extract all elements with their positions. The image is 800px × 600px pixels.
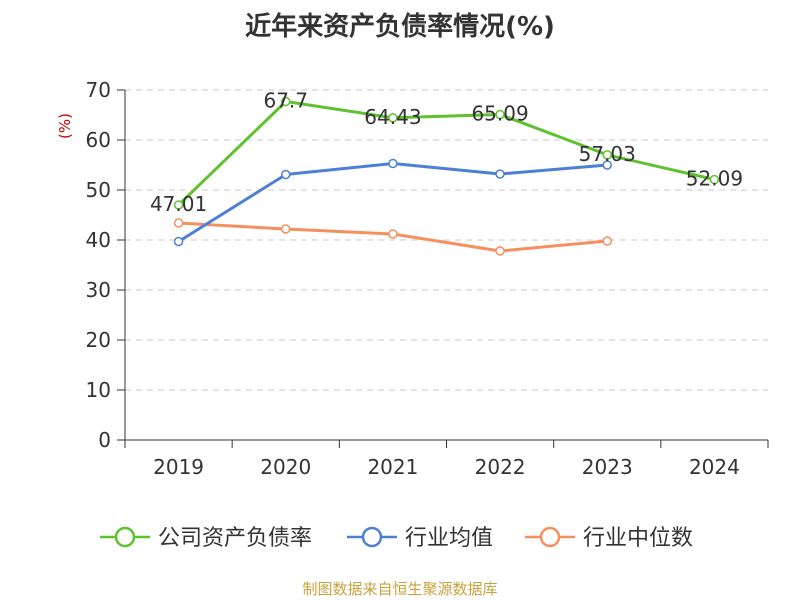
data-point [495,109,505,120]
data-point [602,150,612,160]
x-tick-label: 2021 [367,455,418,479]
series-lines [173,96,720,256]
y-axis-label: (%) [56,113,74,139]
axes: 0 10 20 30 40 50 60 70 2019 2020 2021 2022 2023 2024 [86,78,769,479]
y-tick-label: 30 [86,278,111,302]
x-tick-label: 2024 [689,455,740,479]
x-tick-label: 2023 [582,455,633,479]
chart-title: 近年来资产负债率情况(%) [245,12,555,42]
data-point [173,200,184,210]
legend: 公司资产负债率 行业均值 行业中位数 [100,526,693,551]
data-label: 64.43 [364,105,421,129]
y-tick-label: 10 [86,378,111,402]
y-tick-label: 50 [86,178,111,202]
x-tick-label: 2020 [260,455,311,479]
y-tick-label: 60 [86,128,111,152]
data-point [281,224,291,234]
data-point [388,113,398,123]
legend-label: 公司资产负债率 [158,526,312,551]
source-note: 制图数据来自恒生聚源数据库 [302,580,498,598]
data-point [602,236,612,246]
legend-label: 行业中位数 [583,526,693,551]
y-tick-label: 70 [86,78,111,102]
data-labels: 47.01 67.7 64.43 65.09 57.03 52.09 [150,89,743,216]
data-point [602,160,612,170]
data-point [173,236,184,247]
data-point [495,169,505,179]
data-label: 57.03 [579,142,636,166]
y-tick-label: 20 [86,328,111,352]
data-point [388,158,398,169]
data-point [173,218,184,228]
x-tick-label: 2019 [153,455,204,479]
data-point [281,169,291,180]
legend-marker [539,526,561,548]
data-point [281,96,291,107]
data-point [388,229,398,239]
series-line [177,100,715,206]
data-label: 52.09 [686,167,743,191]
data-point [709,174,720,185]
x-tick-label: 2022 [475,455,526,479]
y-tick-label: 40 [86,228,111,252]
grid-lines [125,89,768,391]
data-label: 47.01 [150,192,207,216]
data-point [495,246,505,256]
data-label: 67.7 [263,89,308,113]
data-label: 65.09 [471,102,528,126]
legend-marker [361,526,383,548]
y-tick-label: 0 [98,428,111,452]
legend-label: 行业均值 [405,526,493,551]
legend-marker [114,526,136,548]
